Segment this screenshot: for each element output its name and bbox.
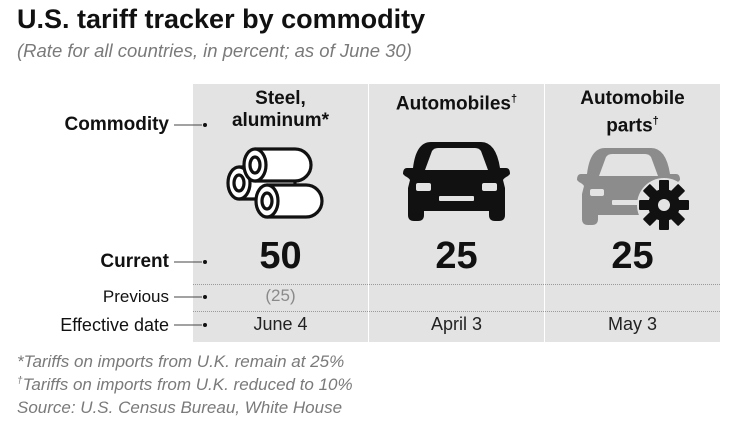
previous-rate-steel: (25) xyxy=(265,286,296,305)
column-header-line2: parts xyxy=(606,115,653,137)
footnote-uk-steel: *Tariffs on imports from U.K. remain at … xyxy=(17,352,345,371)
leader-line-current xyxy=(174,260,207,264)
footnote-uk-autos-text: Tariffs on imports from U.K. reduced to … xyxy=(22,375,353,394)
effective-date-automobiles: April 3 xyxy=(430,314,483,334)
row-label-effective-date: Effective date xyxy=(60,315,169,335)
column-header-line1: Steel, xyxy=(255,88,306,109)
pipes-icon xyxy=(226,147,324,219)
dagger-mark: † xyxy=(652,115,659,127)
row-divider-effective xyxy=(193,311,720,312)
row-divider-previous xyxy=(193,284,720,285)
footnote-uk-autos: †Tariffs on imports from U.K. reduced to… xyxy=(17,375,353,395)
column-header-steel-aluminum: Steel, aluminum* xyxy=(193,88,368,132)
dagger-mark: † xyxy=(510,93,518,105)
source-note: Source: U.S. Census Bureau, White House xyxy=(17,398,343,417)
leader-line-effective-date xyxy=(174,323,207,327)
column-header-automobiles: Automobiles† xyxy=(369,88,544,115)
column-header-line1: Automobiles xyxy=(395,93,511,115)
column-automobile-parts: Automobile parts† 25 May 3 xyxy=(545,84,720,342)
column-header-line1: Automobile xyxy=(580,88,685,109)
car-icon xyxy=(403,142,510,221)
current-rate-steel: 50 xyxy=(259,235,302,277)
car-gear-icon xyxy=(577,148,691,232)
current-rate-automobiles: 25 xyxy=(435,235,478,277)
chart-title: U.S. tariff tracker by commodity xyxy=(17,4,426,34)
row-label-current: Current xyxy=(100,251,169,272)
row-label-commodity: Commodity xyxy=(64,114,170,135)
column-steel-aluminum: Steel, aluminum* 50 (25) June 4 xyxy=(193,84,368,342)
effective-date-steel: June 4 xyxy=(253,314,308,334)
column-header-automobile-parts: Automobile parts† xyxy=(545,88,720,137)
leader-line-previous xyxy=(174,295,207,299)
column-header-line2-wrap: parts† xyxy=(545,110,720,137)
column-automobiles: Automobiles† 25 April 3 xyxy=(369,84,544,342)
chart-subtitle: (Rate for all countries, in percent; as … xyxy=(17,40,412,61)
row-label-previous: Previous xyxy=(102,287,169,306)
dagger-mark: † xyxy=(17,375,23,387)
column-header-line2: aluminum* xyxy=(231,110,330,131)
leader-line-commodity xyxy=(174,123,207,127)
current-rate-automobile-parts: 25 xyxy=(611,235,654,277)
effective-date-automobile-parts: May 3 xyxy=(607,314,658,334)
